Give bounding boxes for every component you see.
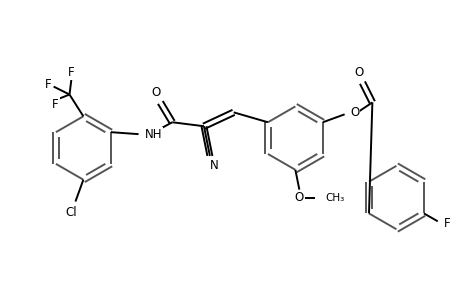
Text: O: O xyxy=(353,66,362,79)
Text: N: N xyxy=(209,159,218,172)
Text: F: F xyxy=(45,78,51,91)
Text: O: O xyxy=(151,86,161,99)
Text: O: O xyxy=(350,106,359,119)
Text: Cl: Cl xyxy=(66,206,77,219)
Text: NH: NH xyxy=(144,128,162,141)
Text: CH₃: CH₃ xyxy=(325,193,344,202)
Text: F: F xyxy=(52,98,59,111)
Text: O: O xyxy=(294,191,303,204)
Text: F: F xyxy=(443,217,449,230)
Text: F: F xyxy=(68,66,75,79)
